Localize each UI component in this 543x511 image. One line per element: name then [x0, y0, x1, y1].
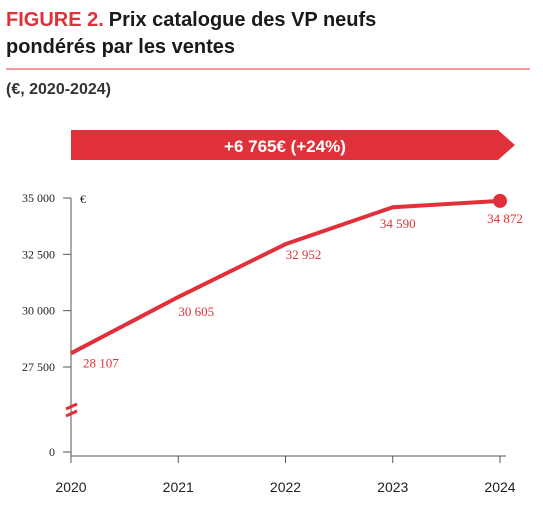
y-tick-label: 27 500	[22, 360, 55, 374]
x-tick-label: 2024	[484, 479, 515, 495]
axis-break-icon	[65, 402, 78, 418]
data-label: 28 107	[83, 355, 119, 370]
y-tick-label: 0	[49, 445, 55, 459]
series-line-group	[70, 193, 507, 356]
data-label: 34 590	[380, 216, 416, 231]
y-ticks: 0 27 500 30 000 32 500 35 000	[22, 191, 71, 459]
figure-title-line2: pondérés par les ventes	[6, 36, 235, 58]
y-unit-label: €	[80, 192, 86, 206]
data-labels: 28 107 30 605 32 952 34 590 34 872	[83, 211, 523, 370]
data-label: 32 952	[286, 247, 322, 262]
change-banner: +6 765€ (+24%)	[71, 130, 515, 160]
figure-subtitle: (€, 2020-2024)	[6, 81, 111, 98]
series-line	[70, 198, 501, 356]
figure-label: FIGURE 2.	[6, 9, 104, 31]
data-label: 30 605	[178, 304, 214, 319]
x-tick-label: 2022	[270, 479, 301, 495]
data-label: 34 872	[487, 211, 523, 226]
x-tick-label: 2021	[163, 479, 194, 495]
x-tick-label: 2020	[55, 479, 86, 495]
x-ticks: 2020 2021 2022 2023 2024	[55, 456, 516, 495]
title-text: Prix catalogue des VP neufs	[109, 9, 377, 31]
y-tick-label: 32 500	[22, 247, 55, 261]
y-tick-label: 35 000	[22, 191, 55, 205]
y-tick-label: 30 000	[22, 304, 55, 318]
figure-title-line1: FIGURE 2. Prix catalogue des VP neufs	[6, 9, 376, 31]
x-tick-label: 2023	[377, 479, 408, 495]
banner-text: +6 765€ (+24%)	[224, 137, 346, 156]
banner-arrow	[71, 130, 515, 160]
end-point-marker	[493, 193, 507, 208]
